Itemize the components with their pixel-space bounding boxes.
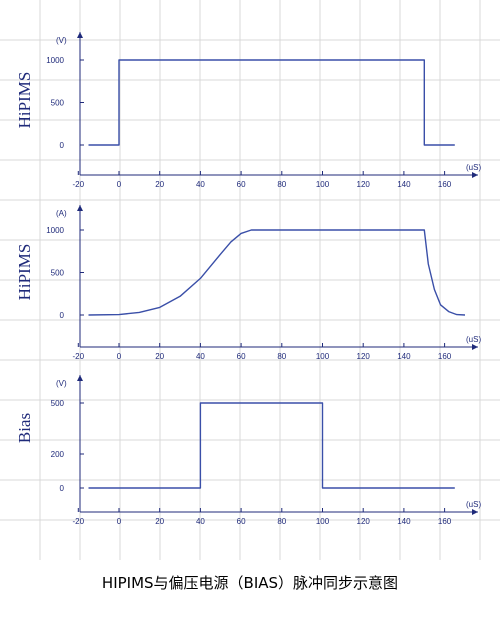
x-tick-label: 80 <box>277 352 286 361</box>
x-tick-label: 100 <box>316 352 330 361</box>
y-tick-label: 0 <box>60 141 65 150</box>
x-tick-label: 20 <box>155 517 164 526</box>
x-unit-label: (uS) <box>466 335 481 344</box>
x-unit-label: (uS) <box>466 500 481 509</box>
x-tick-label: 100 <box>316 517 330 526</box>
x-tick-label: 120 <box>357 352 371 361</box>
x-axis-arrow <box>472 509 478 515</box>
x-tick-label: 120 <box>357 180 371 189</box>
chart-panel-2: (A) (uS) -20 0 20 40 60 80 100 120 140 160 0 500 1000 H… <box>15 205 481 361</box>
x-tick-label: 0 <box>117 352 122 361</box>
y-unit-label: (V) <box>56 36 67 45</box>
y-axis-arrow <box>77 205 83 211</box>
x-tick-label: 40 <box>196 352 205 361</box>
x-tick-label: 140 <box>397 352 411 361</box>
x-tick-label: 60 <box>237 517 246 526</box>
x-tick-label: 40 <box>196 517 205 526</box>
y-unit-label: (A) <box>56 209 67 218</box>
x-unit-label: (uS) <box>466 163 481 172</box>
x-tick-label: 0 <box>117 517 122 526</box>
x-tick-label: 0 <box>117 180 122 189</box>
x-tick-label: 160 <box>438 180 452 189</box>
x-tick-label: 20 <box>155 352 164 361</box>
y-tick-label: 500 <box>51 399 65 408</box>
chart-panels: (V)(uS)-20 0 20 40 60 80 100 120 140 16005001000H… <box>15 32 481 526</box>
signal-line-1 <box>88 229 466 316</box>
x-tick-label: -20 <box>73 517 85 526</box>
background-grid <box>0 0 500 560</box>
signal-line-1 <box>88 59 455 146</box>
y-axis-arrow <box>77 32 83 38</box>
y-tick-label: 0 <box>60 484 65 493</box>
chart-panel-3: (V) (uS) -20 0 20 40 60 80 100 120 140 160 0 200 500 Bi… <box>15 375 481 526</box>
y-axis-arrow <box>77 375 83 381</box>
x-tick-label: 80 <box>277 180 286 189</box>
x-tick-label: 120 <box>357 517 371 526</box>
y-axis-title: Bias <box>15 413 34 443</box>
x-tick-label: 140 <box>397 180 411 189</box>
y-tick-label: 500 <box>51 269 65 278</box>
x-tick-label: 160 <box>438 352 452 361</box>
x-tick-label: -20 <box>73 352 85 361</box>
y-axis-title: HiPIMS <box>15 72 34 129</box>
x-tick-label: 100 <box>316 180 330 189</box>
y-tick-label: 200 <box>51 450 65 459</box>
x-tick-label: 40 <box>196 180 205 189</box>
x-tick-label: 60 <box>237 352 246 361</box>
y-tick-label: 1000 <box>46 56 64 65</box>
pulse-sync-figure: (V)(uS)-20 0 20 40 60 80 100 120 140 16005001000H… <box>0 0 500 560</box>
y-unit-label: (V) <box>56 379 67 388</box>
y-tick-label: 0 <box>60 311 65 320</box>
y-axis-title: HiPIMS <box>15 244 34 301</box>
figure-caption: HIPIMS与偏压电源（BIAS）脉冲同步示意图 <box>101 574 399 592</box>
chart-panel-1: (V) (uS) -20 0 20 40 60 80 100 120 140 160 0 500 1000 H… <box>15 32 481 189</box>
signal-line-1 <box>88 402 455 489</box>
x-tick-label: 20 <box>155 180 164 189</box>
x-axis-arrow <box>472 344 478 350</box>
x-tick-label: -20 <box>73 180 85 189</box>
x-tick-label: 60 <box>237 180 246 189</box>
x-axis-arrow <box>472 172 478 178</box>
y-tick-label: 500 <box>51 99 65 108</box>
x-tick-label: 80 <box>277 517 286 526</box>
x-tick-label: 140 <box>397 517 411 526</box>
y-tick-label: 1000 <box>46 226 64 235</box>
x-tick-label: 160 <box>438 517 452 526</box>
